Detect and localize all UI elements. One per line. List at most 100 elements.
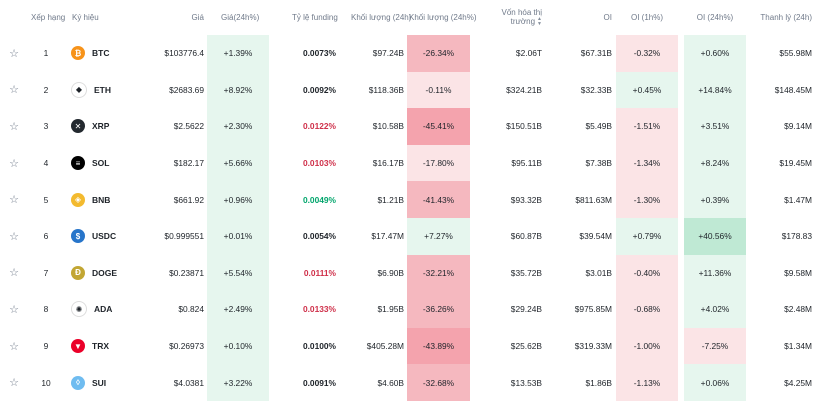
oi-value: $67.31B: [580, 48, 612, 59]
favorite-star-icon[interactable]: ☆: [9, 120, 19, 133]
header-oi-24h[interactable]: OI (24h%): [696, 12, 734, 22]
tron-icon: ▼: [71, 339, 85, 354]
header-market-cap[interactable]: Vốn hóa thị trường ▲ ▼: [480, 0, 542, 34]
oi-value: $319.33M: [574, 341, 612, 352]
liquidation-value: $9.58M: [784, 267, 812, 278]
table-row[interactable]: ☆ 4 ≡ SOL $182.17 +5.66% 0.0103% $16.17B…: [0, 144, 820, 182]
header-volume-24h[interactable]: Khối lượng (24h): [351, 12, 412, 22]
coin-cell[interactable]: ◈ BNB: [71, 181, 137, 218]
header-liquidation-24h[interactable]: Thanh lý (24h): [760, 12, 812, 22]
volume-pct-value: -32.68%: [407, 364, 470, 401]
liquidation-value: $1.34M: [784, 341, 812, 352]
coin-cell[interactable]: $ USDC: [71, 218, 137, 255]
coin-cell[interactable]: ✺ ADA: [71, 291, 137, 328]
liquidation-value: $2.48M: [784, 304, 812, 315]
coin-cell[interactable]: ≡ SOL: [71, 145, 137, 182]
price-value: $4.0381: [173, 377, 204, 388]
favorite-star-icon[interactable]: ☆: [9, 84, 19, 97]
table-row[interactable]: ☆ 6 $ USDC $0.999551 +0.01% 0.0054% $17.…: [0, 218, 820, 255]
coin-symbol: USDC: [92, 231, 117, 242]
sort-icon[interactable]: ▲ ▼: [537, 15, 542, 27]
header-funding-rate[interactable]: Tỷ lệ funding: [292, 12, 338, 22]
table-row[interactable]: ☆ 7 Ð DOGE $0.23871 +5.54% 0.0111% $6.90…: [0, 254, 820, 292]
market-cap-value: $29.24B: [510, 304, 542, 315]
coin-cell[interactable]: ✕ XRP: [71, 108, 137, 145]
table-row[interactable]: ☆ 8 ✺ ADA $0.824 +2.49% 0.0133% $1.95B -…: [0, 291, 820, 328]
header-market-cap-line2-wrap: trường ▲ ▼: [511, 15, 542, 27]
table-row[interactable]: ☆ 9 ▼ TRX $0.26973 +0.10% 0.0100% $405.2…: [0, 327, 820, 365]
header-change-24h[interactable]: Giá(24h%): [221, 12, 260, 22]
table-row[interactable]: ☆ 10 ◊ SUI $4.0381 +3.22% 0.0091% $4.60B…: [0, 364, 820, 401]
favorite-star-icon[interactable]: ☆: [9, 340, 19, 353]
price-value: $0.26973: [169, 341, 204, 352]
oi-24h-value: +11.36%: [684, 254, 746, 292]
favorite-star-icon[interactable]: ☆: [9, 267, 19, 280]
funding-rate-value: 0.0100%: [302, 341, 336, 352]
price-value: $0.999551: [164, 231, 204, 242]
favorite-star-icon[interactable]: ☆: [9, 303, 19, 316]
coin-symbol-wrap: ≡ SOL: [71, 156, 109, 171]
cardano-icon: ✺: [71, 301, 87, 318]
market-cap-value: $2.06T: [515, 48, 542, 59]
dogecoin-icon: Ð: [71, 265, 85, 280]
price-value: $103776.4: [164, 48, 204, 59]
coin-cell[interactable]: Ð DOGE: [71, 255, 137, 292]
oi-1h-value: +0.79%: [616, 218, 678, 255]
oi-1h-value: -0.32%: [616, 35, 678, 72]
oi-24h-value: +0.06%: [684, 364, 746, 401]
rank-value: 7: [43, 267, 49, 278]
liquidation-value: $9.14M: [784, 121, 812, 132]
favorite-star-icon[interactable]: ☆: [9, 377, 19, 390]
change-24h-value: +2.49%: [207, 291, 269, 328]
header-symbol[interactable]: Ký hiệu: [72, 12, 99, 22]
coin-cell[interactable]: ▼ TRX: [71, 328, 137, 365]
coin-cell[interactable]: ◆ ETH: [71, 72, 137, 109]
favorite-star-icon[interactable]: ☆: [9, 230, 19, 243]
coin-symbol-wrap: ₿ BTC: [71, 46, 110, 61]
oi-24h-value: +8.24%: [684, 144, 746, 182]
volume-value: $97.24B: [372, 48, 404, 59]
market-cap-value: $35.72B: [510, 267, 542, 278]
volume-pct-value: -32.21%: [407, 254, 470, 292]
header-oi[interactable]: OI: [603, 12, 612, 22]
coin-symbol: DOGE: [92, 267, 118, 278]
volume-value: $1.21B: [377, 194, 404, 205]
oi-value: $811.63M: [575, 194, 612, 205]
table-row[interactable]: ☆ 1 ₿ BTC $103776.4 +1.39% 0.0073% $97.2…: [0, 35, 820, 72]
sui-icon: ◊: [71, 375, 85, 390]
oi-1h-value: -1.51%: [616, 108, 678, 145]
solana-icon: ≡: [71, 156, 85, 171]
oi-24h-value: +14.84%: [684, 71, 746, 109]
volume-pct-value: -41.43%: [407, 181, 470, 218]
oi-value: $3.01B: [585, 267, 612, 278]
volume-pct-value: -36.26%: [407, 291, 470, 328]
table-row[interactable]: ☆ 2 ◆ ETH $2683.69 +8.92% 0.0092% $118.3…: [0, 71, 820, 109]
oi-24h-value: -7.25%: [684, 327, 746, 365]
oi-value: $975.85M: [574, 304, 612, 315]
coin-cell[interactable]: ₿ BTC: [71, 35, 137, 72]
favorite-star-icon[interactable]: ☆: [9, 47, 19, 60]
table-row[interactable]: ☆ 5 ◈ BNB $661.92 +0.96% 0.0049% $1.21B …: [0, 181, 820, 218]
rank-value: 4: [43, 158, 49, 169]
funding-rate-value: 0.0092%: [302, 84, 336, 95]
coin-symbol: BTC: [92, 48, 110, 59]
header-rank[interactable]: Xếp hạng: [31, 12, 66, 22]
header-oi-1h[interactable]: OI (1h%): [630, 12, 663, 22]
liquidation-value: $1.47M: [784, 194, 812, 205]
volume-value: $6.90B: [377, 267, 404, 278]
header-price[interactable]: Giá: [191, 12, 204, 22]
oi-value: $5.49B: [585, 121, 612, 132]
market-cap-value: $150.51B: [506, 121, 542, 132]
volume-value: $17.47M: [371, 231, 404, 242]
header-volume-24h-pct[interactable]: Khối lượng (24h%): [409, 12, 477, 22]
volume-pct-value: -0.11%: [407, 71, 470, 109]
table-header: Xếp hạng Ký hiệu Giá Giá(24h%) Tỷ lệ fun…: [0, 0, 820, 34]
funding-rate-value: 0.0133%: [302, 304, 336, 315]
market-cap-value: $93.32B: [510, 194, 542, 205]
coin-symbol-wrap: ◈ BNB: [71, 192, 111, 207]
favorite-star-icon[interactable]: ☆: [9, 194, 19, 207]
favorite-star-icon[interactable]: ☆: [9, 157, 19, 170]
table-row[interactable]: ☆ 3 ✕ XRP $2.5622 +2.30% 0.0122% $10.58B…: [0, 108, 820, 145]
coin-symbol: BNB: [92, 194, 111, 205]
coin-cell[interactable]: ◊ SUI: [71, 364, 137, 401]
